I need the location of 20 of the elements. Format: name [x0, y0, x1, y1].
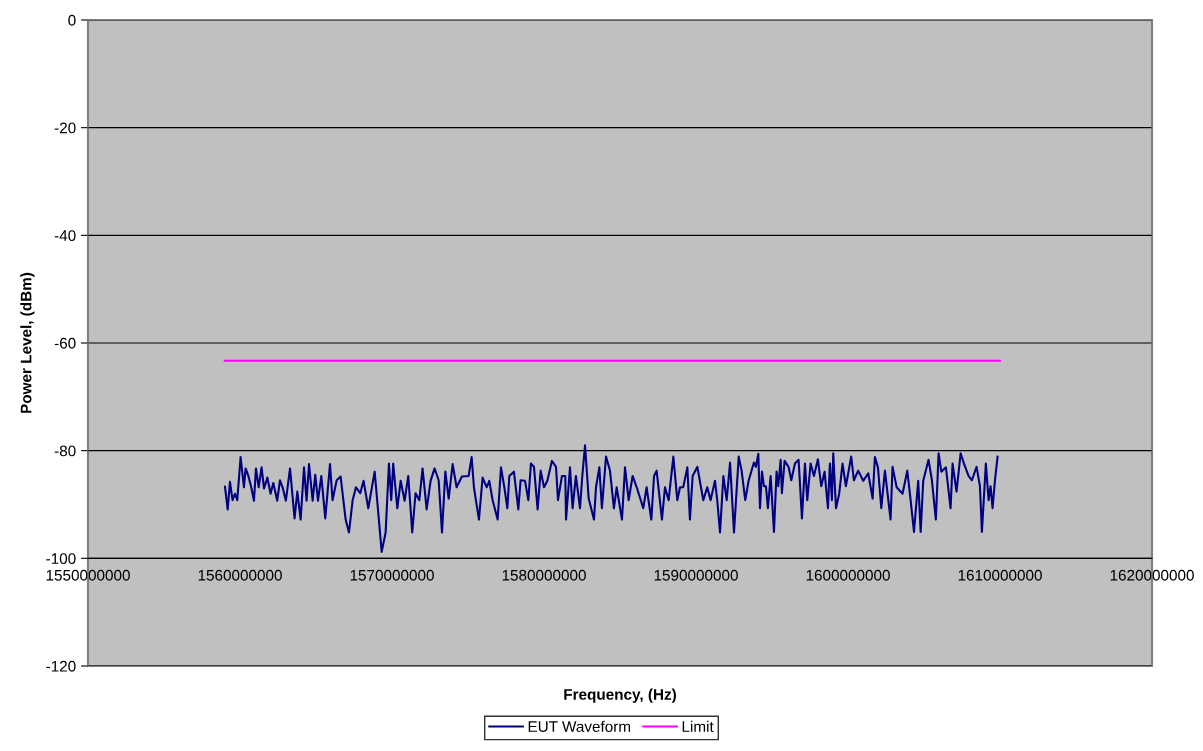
x-tick-label: 1560000000 [198, 569, 282, 581]
y-tick-label: -20 [54, 122, 76, 134]
y-tick-label: -40 [54, 230, 76, 242]
x-axis-title: Frequency, (Hz) [564, 688, 676, 703]
x-tick-label: 1610000000 [958, 569, 1042, 581]
y-tick-label: -80 [54, 445, 76, 457]
y-tick-label: -100 [46, 553, 76, 565]
x-tick-label: 1620000000 [1110, 569, 1194, 581]
y-tick-label: -60 [54, 337, 76, 349]
y-axis-title: Power Level, (dBm) [20, 272, 35, 413]
legend-label: EUT Waveform [528, 720, 631, 732]
x-tick-label: 1590000000 [654, 569, 738, 581]
x-tick-label: 1580000000 [502, 569, 586, 581]
x-tick-label: 1550000000 [46, 569, 130, 581]
y-tick-label: 0 [68, 14, 76, 26]
y-tick-label: -120 [46, 660, 76, 672]
legend-label: Limit [682, 720, 714, 732]
x-tick-label: 1600000000 [806, 569, 890, 581]
x-tick-label: 1570000000 [350, 569, 434, 581]
line-series [223, 444, 999, 553]
